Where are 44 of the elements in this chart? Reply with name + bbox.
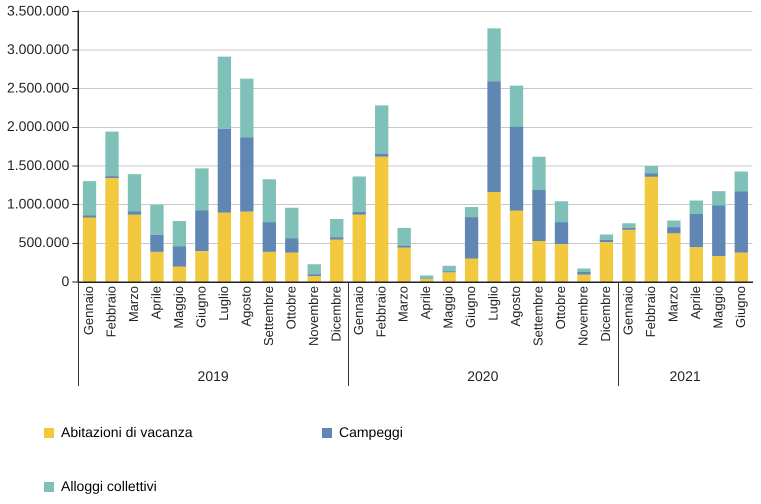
x-tick-label: Febbraio bbox=[104, 286, 119, 338]
x-tick-label: Aprile bbox=[688, 286, 703, 320]
x-tick-label: Maggio bbox=[170, 286, 186, 329]
x-tick-label: Ottobre bbox=[283, 286, 298, 330]
x-tick-label: Settembre bbox=[260, 286, 276, 346]
x-tick-label: Aprile bbox=[148, 286, 164, 320]
x-tick-label: Agosto bbox=[238, 286, 254, 327]
y-tick-label: 0 bbox=[61, 272, 70, 289]
x-tick-label: Giugno bbox=[732, 286, 748, 328]
x-tick-label: Novembre bbox=[576, 286, 591, 346]
y-tick-label: 2.500.000 bbox=[6, 80, 70, 96]
x-tick-label: Dicembre bbox=[598, 286, 613, 342]
x-tick-label: Giugno bbox=[193, 286, 208, 328]
x-tick-label: Febbraio bbox=[373, 286, 388, 338]
x-tick-label: Luglio bbox=[216, 286, 231, 321]
x-tick-label: Gennaio bbox=[350, 286, 366, 336]
y-tick-label: 3.500.000 bbox=[6, 2, 70, 18]
x-tick-label: Marzo bbox=[126, 286, 142, 322]
y-tick-label: 1.000.000 bbox=[6, 196, 70, 212]
x-tick-label: Ottobre bbox=[553, 286, 568, 330]
x-tick-label: Luglio bbox=[486, 286, 501, 321]
y-tick-label: 3.000.000 bbox=[6, 40, 70, 57]
text: 2021 bbox=[670, 368, 701, 384]
y-tick-label: 1.500.000 bbox=[6, 156, 70, 173]
x-tick-label: Dicembre bbox=[328, 286, 344, 342]
x-tick-label: Maggio bbox=[710, 286, 726, 329]
x-tick-label: Aprile bbox=[418, 286, 434, 320]
y-tick-label: 2.000.000 bbox=[6, 118, 70, 134]
text: 2019 bbox=[198, 368, 229, 384]
x-tick-label: Novembre bbox=[306, 286, 321, 346]
x-tick-label: Marzo bbox=[396, 286, 411, 322]
y-tick-label: 500.000 bbox=[18, 234, 70, 250]
legend-label: Alloggi collettivi bbox=[61, 478, 246, 494]
legend-label: Campeggi bbox=[338, 424, 492, 440]
x-tick-label: Gennaio bbox=[620, 286, 636, 336]
x-tick-label: Gennaio bbox=[81, 286, 96, 336]
x-tick-label: Settembre bbox=[530, 286, 546, 346]
legend-label: Abitazioni di vacanza bbox=[61, 424, 282, 440]
x-tick-label: Marzo bbox=[665, 286, 680, 322]
x-tick-label: Febbraio bbox=[642, 286, 658, 338]
x-tick-label: Maggio bbox=[440, 286, 456, 329]
x-tick-label: Agosto bbox=[508, 286, 524, 327]
text: 2020 bbox=[467, 368, 499, 384]
x-tick-label: Giugno bbox=[463, 286, 478, 328]
